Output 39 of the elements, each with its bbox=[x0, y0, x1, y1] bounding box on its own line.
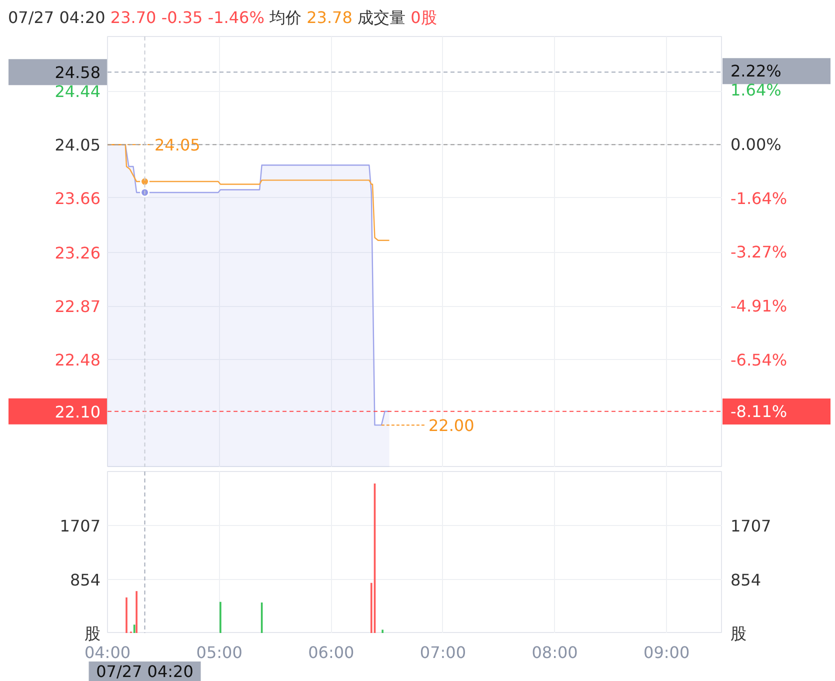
y2-tick-label: 1.64% bbox=[730, 80, 782, 100]
x-tick-label: 08:00 bbox=[532, 643, 578, 662]
y2-tick-label: -6.54% bbox=[730, 350, 788, 370]
y2-tick-label: 2.22% bbox=[730, 62, 782, 81]
y2-tick-label: 股 bbox=[730, 624, 746, 643]
y2-tick-label: 1707 bbox=[730, 516, 772, 536]
ref-line-label: 22.10 bbox=[54, 402, 101, 422]
text: 23.78 bbox=[306, 8, 352, 27]
y-tick-label: 24.05 bbox=[54, 136, 101, 155]
y-tick-label: 股 bbox=[84, 624, 100, 643]
ref-line-label: 07/27 04:20 bbox=[96, 662, 194, 681]
y2-tick-label: -4.91% bbox=[730, 296, 788, 316]
y-tick-label: 24.44 bbox=[54, 82, 101, 102]
y2-tick-label: -8.11% bbox=[730, 402, 788, 421]
text: -1.46% bbox=[208, 8, 264, 27]
y2-tick-label: -1.64% bbox=[730, 188, 788, 208]
y-tick-label: 22.48 bbox=[54, 350, 101, 370]
text: -0.35 bbox=[161, 8, 203, 27]
text: 0股 bbox=[410, 8, 437, 27]
ref-line-label: 24.58 bbox=[54, 63, 101, 82]
x-tick-label: 07:00 bbox=[420, 643, 466, 662]
annotation: 22.00 bbox=[428, 416, 474, 436]
y-tick-label: 854 bbox=[70, 570, 101, 590]
y-tick-label: 22.87 bbox=[54, 297, 101, 316]
y2-tick-label: 0.00% bbox=[730, 134, 782, 154]
text: 成交量 bbox=[358, 8, 406, 27]
y2-tick-label: 854 bbox=[730, 570, 762, 590]
y-tick-label: 23.66 bbox=[54, 188, 101, 208]
x-tick-label: 09:00 bbox=[644, 643, 690, 662]
x-tick-label: 05:00 bbox=[196, 643, 242, 662]
y-tick-label: 23.26 bbox=[54, 244, 101, 263]
y-tick-label: 1707 bbox=[60, 516, 100, 536]
text: 23.70 bbox=[110, 8, 156, 27]
text: 07/27 04:20 bbox=[8, 8, 106, 27]
x-tick-label: 04:00 bbox=[84, 643, 131, 662]
x-tick-label: 06:00 bbox=[308, 643, 354, 662]
y2-tick-label: -3.27% bbox=[730, 242, 788, 262]
annotation: 24.05 bbox=[154, 136, 200, 155]
text: 均价 bbox=[270, 8, 302, 27]
